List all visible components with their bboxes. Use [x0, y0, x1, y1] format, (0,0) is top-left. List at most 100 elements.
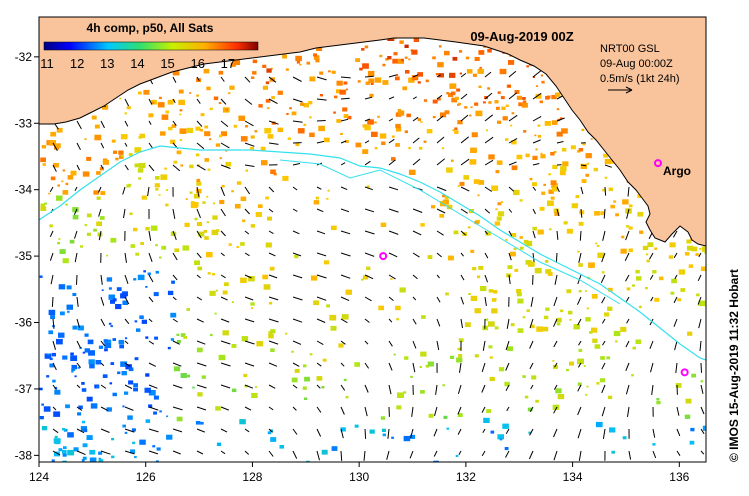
sst-pixel: [127, 415, 133, 420]
current-arrow: [625, 230, 630, 241]
sst-pixel: [585, 393, 588, 396]
sst-pixel: [62, 453, 67, 457]
current-arrow: [412, 74, 419, 78]
sst-pixel: [133, 278, 137, 281]
current-arrow: [484, 252, 489, 259]
current-arrow: [76, 340, 81, 349]
sst-pixel: [396, 318, 399, 321]
sst-pixel: [303, 123, 307, 126]
sst-pixel: [196, 347, 203, 353]
sst-pixel: [148, 390, 156, 396]
sst-pixel: [420, 121, 423, 123]
sst-pixel: [504, 381, 510, 387]
sst-pixel: [382, 433, 386, 437]
sst-pixel: [143, 89, 150, 95]
sst-pixel: [137, 274, 145, 281]
sst-pixel: [66, 304, 73, 310]
sst-pixel: [48, 309, 56, 316]
sst-pixel: [128, 380, 134, 385]
sst-pixel: [310, 275, 318, 281]
current-arrow: [98, 208, 102, 217]
sst-pixel: [393, 353, 396, 356]
sst-pixel: [207, 168, 211, 171]
sst-pixel: [534, 267, 542, 274]
current-arrow: [481, 384, 486, 393]
sst-pixel: [396, 74, 399, 76]
sst-pixel: [102, 104, 109, 110]
current-arrow: [602, 340, 606, 346]
sst-pixel: [592, 338, 598, 343]
current-arrow: [220, 296, 228, 301]
sst-pixel: [516, 95, 522, 100]
current-arrow: [148, 340, 155, 345]
sst-pixel: [502, 423, 509, 429]
current-arrow: [124, 450, 135, 455]
sst-pixel: [446, 427, 449, 430]
sst-pixel: [173, 160, 178, 164]
current-arrow: [316, 428, 322, 437]
current-arrow: [436, 340, 440, 351]
current-arrow: [220, 230, 226, 237]
current-arrow: [220, 142, 230, 149]
current-arrow: [508, 137, 518, 144]
sst-pixel: [450, 92, 454, 96]
current-arrow: [51, 296, 54, 307]
sst-pixel: [215, 143, 221, 147]
sst-pixel: [91, 115, 97, 120]
sst-pixel: [70, 170, 77, 176]
current-arrow: [529, 406, 534, 412]
sst-pixel: [556, 322, 561, 326]
current-arrow: [604, 186, 607, 196]
current-arrow: [52, 142, 58, 152]
sst-pixel: [179, 113, 182, 116]
sst-pixel: [569, 361, 574, 366]
sst-pixel: [366, 266, 371, 270]
current-arrow: [124, 428, 135, 433]
sst-pixel: [103, 339, 108, 343]
sst-pixel: [488, 154, 495, 160]
current-arrow: [386, 450, 390, 460]
current-arrow: [316, 274, 327, 279]
plot-frame: [38, 16, 707, 463]
current-arrow: [700, 450, 705, 455]
sst-pixel: [632, 284, 635, 287]
current-arrow: [436, 296, 441, 303]
sst-pixel: [153, 395, 159, 400]
sst-pixel: [81, 420, 85, 424]
current-arrow: [268, 450, 274, 457]
argo-float-marker: [653, 159, 662, 168]
sst-pixel: [195, 188, 202, 194]
sst-pixel: [413, 37, 420, 42]
current-arrow: [412, 137, 420, 144]
sst-pixel: [588, 262, 595, 268]
current-arrow: [268, 186, 275, 193]
current-arrow: [76, 362, 81, 369]
current-arrow: [196, 164, 206, 171]
sst-pixel: [120, 361, 128, 367]
sst-pixel: [318, 125, 325, 132]
sst-pixel: [377, 115, 380, 118]
current-arrow: [436, 158, 446, 166]
sst-pixel: [184, 222, 190, 227]
sst-pixel: [444, 110, 450, 115]
sst-pixel: [200, 113, 205, 117]
sst-pixel: [570, 145, 576, 150]
sst-pixel: [326, 197, 329, 200]
sst-pixel: [55, 143, 61, 148]
sst-pixel: [294, 370, 298, 373]
sst-pixel: [82, 171, 90, 177]
sst-pixel: [656, 398, 660, 401]
current-arrow: [124, 296, 130, 305]
sst-pixel: [65, 203, 68, 206]
current-arrow: [364, 140, 370, 144]
current-arrow: [268, 274, 278, 279]
sst-pixel: [478, 50, 485, 55]
current-arrow: [484, 274, 488, 283]
sst-pixel: [600, 378, 606, 383]
sst-pixel: [315, 196, 319, 200]
sst-pixel: [46, 375, 50, 378]
current-arrow: [244, 252, 250, 257]
argo-float-marker: [379, 252, 388, 261]
sst-pixel: [319, 94, 323, 97]
sst-pixel: [497, 211, 505, 217]
